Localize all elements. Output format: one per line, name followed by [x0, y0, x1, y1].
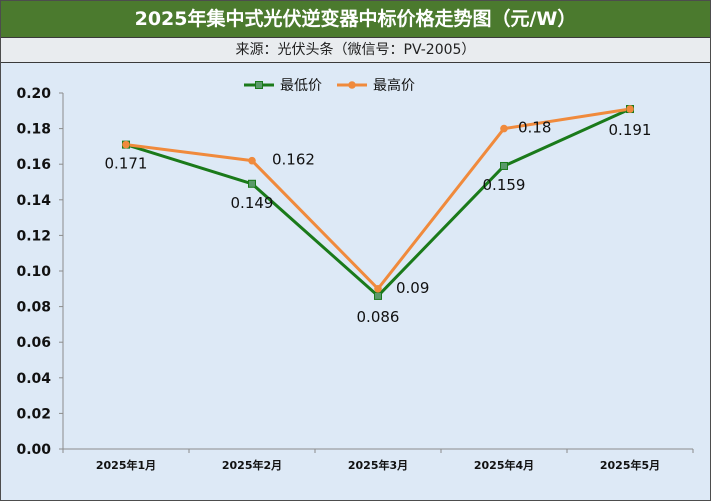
x-tick-label: 2025年4月 — [474, 458, 534, 472]
y-tick-label: 0.04 — [16, 371, 51, 387]
y-tick-label: 0.14 — [16, 193, 51, 209]
data-label-low: 0.191 — [609, 121, 652, 139]
data-label-high: 0.162 — [272, 151, 315, 169]
point-marker-low — [500, 161, 508, 170]
point-marker-high — [500, 124, 508, 133]
point-marker-low — [374, 291, 382, 300]
data-label-low: 0.171 — [105, 155, 148, 173]
y-tick-label: 0.12 — [16, 228, 51, 244]
y-tick-label: 0.18 — [16, 122, 51, 138]
legend-marker-low — [255, 81, 263, 89]
legend-label-high: 最高价 — [373, 77, 415, 94]
data-label-low: 0.159 — [483, 176, 526, 194]
x-tick-label: 2025年2月 — [222, 458, 282, 472]
point-marker-high — [626, 105, 634, 113]
point-marker-high — [374, 285, 382, 293]
y-tick-label: 0.06 — [16, 335, 51, 351]
y-tick-label: 0.02 — [16, 406, 51, 422]
legend-label-low: 最低价 — [280, 78, 322, 94]
data-label-low: 0.149 — [231, 194, 274, 212]
point-marker-low — [248, 179, 256, 188]
y-tick-label: 0.08 — [16, 300, 51, 316]
point-marker-high — [122, 140, 130, 149]
line-chart: 0.00 0.02 0.04 0.06 0.08 0.10 0.12 0.14 0.16 0.18… — [16, 77, 694, 472]
chart-title: 2025年集中式光伏逆变器中标价格走势图（元/W） — [1, 1, 710, 37]
point-marker-high — [248, 156, 256, 165]
y-tick-label: 0.16 — [16, 157, 51, 173]
plot-area: 0.00 0.02 0.04 0.06 0.08 0.10 0.12 0.14 0.16 0.18… — [1, 63, 710, 500]
y-tick-label: 0.00 — [16, 442, 51, 458]
x-tick-label: 2025年1月 — [96, 458, 156, 472]
data-label-low: 0.086 — [357, 308, 400, 326]
x-tick-label: 2025年3月 — [348, 458, 408, 472]
x-tick-label: 2025年5月 — [600, 458, 660, 472]
series-line-high — [125, 107, 631, 291]
series-line-low — [125, 107, 631, 298]
y-tick-label: 0.10 — [16, 264, 51, 280]
data-label-high: 0.09 — [396, 279, 429, 297]
y-tick-label: 0.20 — [16, 86, 51, 102]
data-label-high: 0.18 — [518, 119, 551, 137]
chart-source: 来源：光伏头条（微信号：PV-2005） — [1, 37, 710, 63]
legend-marker-high — [348, 81, 356, 89]
